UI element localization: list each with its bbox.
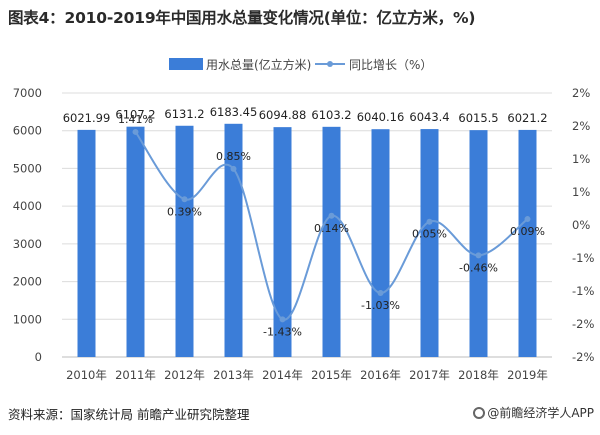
bar-series [77, 123, 537, 358]
growth-value-label: 1.41% [118, 113, 153, 126]
growth-value-label: 0.85% [216, 150, 251, 163]
bar-value-label: 6103.2 [311, 108, 351, 122]
bar-value-label: 6021.99 [63, 111, 111, 125]
bar-value-label: 6107.2 [115, 108, 155, 122]
growth-point [181, 196, 188, 203]
source-note: 资料来源：国家统计局 前瞻产业研究院整理 [8, 407, 250, 422]
brand-logo-icon [473, 407, 486, 419]
y-left-tick-label: 6000 [13, 124, 42, 138]
legend-bar-label: 用水总量(亿立方米) [206, 57, 311, 72]
x-tick-label: 2016年 [360, 368, 401, 382]
y-right-tick-label: -1% [572, 284, 594, 298]
y-right-tick-label: 1% [572, 185, 590, 199]
y-left-tick-label: 4000 [13, 199, 42, 213]
x-tick-label: 2011年 [115, 368, 156, 382]
legend-bar-swatch [169, 58, 203, 70]
growth-point [132, 128, 139, 135]
y-right-tick-label: 1% [572, 152, 590, 166]
combo-chart: 用水总量(亿立方米) 同比增长（%） 0 1000 2000 3000 4000 5000… [13, 57, 595, 382]
growth-point [524, 216, 531, 223]
growth-point [475, 252, 482, 259]
bar-value-label: 6131.2 [164, 107, 204, 121]
y-right-tick-label: -2% [572, 350, 594, 364]
x-tick-label: 2014年 [262, 368, 303, 382]
x-axis: 2010年 2011年 2012年 2013年 2014年 2015年 2016年 2017年… [66, 368, 548, 382]
y-left-tick-label: 1000 [13, 312, 42, 326]
growth-value-label: -0.46% [459, 261, 498, 274]
x-tick-label: 2017年 [409, 368, 450, 382]
bar-value-label: 6094.88 [259, 108, 307, 122]
growth-value-label: -1.03% [361, 299, 400, 312]
bar [371, 129, 390, 357]
x-tick-label: 2019年 [507, 368, 548, 382]
bar-value-label: 6015.5 [458, 111, 498, 125]
growth-point [230, 165, 237, 172]
y-right-tick-label: 2% [572, 86, 590, 100]
y-left-tick-label: 5000 [13, 161, 42, 175]
brand-watermark: @前瞻经济学人APP [473, 404, 594, 421]
bar [420, 129, 439, 357]
y-left-tick-label: 7000 [13, 86, 42, 100]
x-tick-label: 2015年 [311, 368, 352, 382]
left-axis: 0 1000 2000 3000 4000 5000 6000 7000 [13, 86, 42, 364]
x-tick-label: 2010年 [66, 368, 107, 382]
growth-value-label: 0.05% [412, 228, 447, 241]
growth-point [377, 289, 384, 296]
bar-value-label: 6021.2 [507, 111, 547, 125]
bar-value-label: 6043.4 [409, 110, 449, 124]
bar-value-label: 6040.16 [357, 110, 405, 124]
y-left-tick-label: 0 [35, 350, 42, 364]
legend: 用水总量(亿立方米) 同比增长（%） [169, 57, 432, 72]
chart-title: 图表4：2010-2019年中国用水总量变化情况(单位：亿立方米，%) [8, 9, 476, 27]
brand-text: @前瞻经济学人APP [487, 406, 594, 420]
y-left-tick-label: 3000 [13, 237, 42, 251]
x-tick-label: 2018年 [458, 368, 499, 382]
legend-line-label: 同比增长（%） [349, 58, 432, 72]
growth-line-series [132, 128, 531, 323]
bar-value-label: 6183.45 [210, 105, 258, 119]
growth-value-label: 0.14% [314, 222, 349, 235]
right-axis: -2% -2% -1% -1% 0% 1% 1% 2% 2% [572, 86, 594, 364]
y-right-tick-label: -2% [572, 317, 594, 331]
bar [126, 126, 145, 357]
growth-value-labels: 1.41% 0.39% 0.85% -1.43% 0.14% -1.03% 0.05% -0.… [118, 113, 545, 338]
growth-value-label: -1.43% [263, 325, 302, 338]
bar [224, 123, 243, 358]
growth-point [426, 218, 433, 225]
y-left-tick-label: 2000 [13, 275, 42, 289]
y-right-tick-label: -1% [572, 251, 594, 265]
x-tick-label: 2013年 [213, 368, 254, 382]
bar-value-labels: 6021.99 6107.2 6131.2 6183.45 6094.88 6103.2 6… [63, 105, 548, 125]
y-right-tick-label: 2% [572, 119, 590, 133]
x-tick-label: 2012年 [164, 368, 205, 382]
bar [518, 129, 537, 357]
y-right-tick-label: 0% [572, 218, 590, 232]
legend-line-marker [327, 61, 333, 67]
bar [273, 127, 292, 357]
bar [469, 130, 488, 357]
bar [175, 125, 194, 357]
growth-value-label: 0.09% [510, 225, 545, 238]
bar [322, 126, 341, 357]
growth-point [279, 316, 286, 323]
growth-point [328, 212, 335, 219]
growth-line [134, 131, 529, 321]
growth-value-label: 0.39% [167, 205, 202, 218]
bar [77, 129, 96, 357]
